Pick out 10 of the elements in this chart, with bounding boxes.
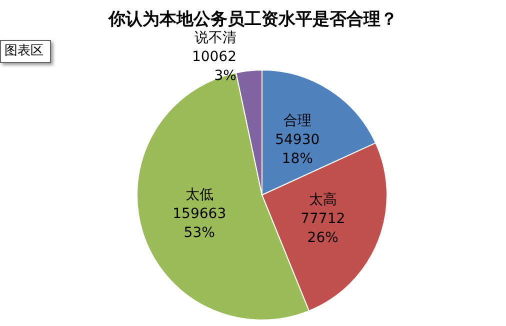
data-label: 159663 53%	[172, 206, 226, 242]
slice-label: 太低	[185, 187, 214, 204]
chart-title: 你认为本地公务员工资水平是否合理？	[108, 10, 398, 30]
slice-label: 太高	[308, 192, 337, 208]
slice-label: 说不清	[194, 30, 236, 46]
text: 图表区	[4, 44, 44, 58]
data-label: 54930 18%	[275, 132, 320, 167]
data-label: 10062 3%	[192, 48, 236, 84]
data-label: 77712 26%	[300, 211, 346, 246]
slice-label: 合理	[283, 112, 312, 129]
